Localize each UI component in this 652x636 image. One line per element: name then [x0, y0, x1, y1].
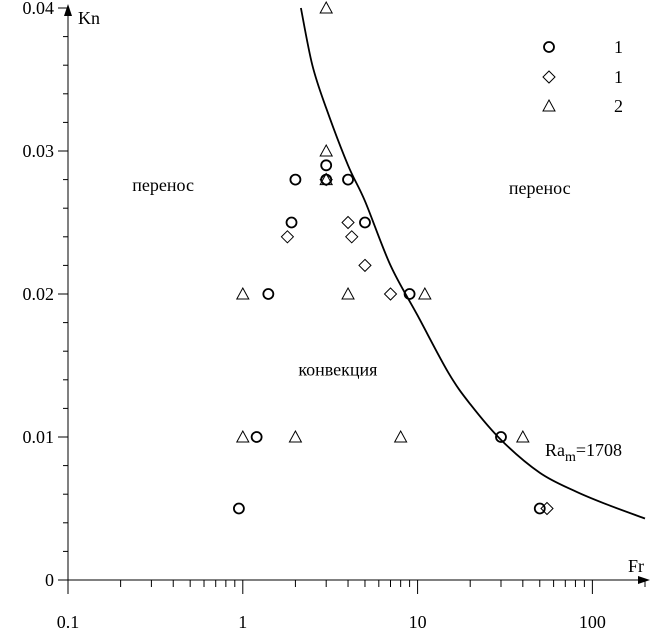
annotations-layer: перенос перенос конвекция [132, 175, 570, 379]
legend: 1 1 2 [542, 37, 623, 116]
series-1-circle-point [262, 288, 275, 300]
x-axis-label: Fr [628, 556, 644, 576]
series-1-circle-point [359, 216, 371, 229]
critical-curve-layer: Ram=1708 [300, 7, 646, 520]
y-tick-label: 0.01 [23, 427, 55, 447]
series-1-circle-point [342, 173, 354, 186]
legend-circle-marker [543, 41, 555, 53]
series-1-circle-point [289, 173, 302, 186]
series-3-triangle-point [235, 429, 250, 443]
series-3-triangle-point [319, 172, 334, 186]
y-tick-label: 0 [45, 570, 54, 590]
series-1-circle-point [320, 159, 333, 172]
series-3-triangle-point [515, 429, 530, 443]
x-axis-arrow [638, 576, 650, 584]
x-tick-label: 1 [238, 612, 247, 632]
series-3-triangle-point [417, 286, 432, 300]
y-tick-label: 0.03 [23, 141, 55, 161]
x-tick-label: 100 [579, 612, 606, 632]
legend-label: 2 [614, 96, 623, 116]
region-label: перенос [132, 175, 194, 195]
series-1-circle-point [250, 431, 263, 443]
series-3-triangle-point [393, 429, 408, 443]
series-1-circle-point [533, 502, 546, 515]
series-2-diamond-point [383, 287, 398, 301]
series-3-triangle-point [319, 0, 334, 14]
series-3-triangle-point [341, 286, 355, 300]
critical-curve [300, 7, 646, 520]
curve-label: Ram=1708 [545, 440, 622, 465]
y-axis-label: Kn [78, 8, 100, 28]
series-1-circle-point [403, 288, 416, 300]
series-1-circle-point [495, 431, 507, 443]
legend-triangle-marker [542, 98, 556, 112]
y-tick-label: 0.04 [23, 0, 55, 18]
series-3-triangle-point [235, 286, 250, 300]
y-axis-arrow [64, 4, 72, 16]
series-1-circle-point [233, 502, 245, 515]
points-layer [233, 0, 554, 516]
series-2-diamond-point [358, 258, 372, 273]
series-2-diamond-point [345, 230, 359, 244]
x-tick-label: 10 [409, 612, 427, 632]
series-3-triangle-point [319, 143, 334, 157]
axes: 0.1 1 10 100 0 0.01 0.02 0.03 0.04 Fr Kn [23, 0, 650, 632]
legend-diamond-marker [542, 70, 556, 84]
legend-label: 1 [614, 37, 623, 57]
region-label: конвекция [298, 360, 377, 380]
series-1-circle-point [285, 216, 298, 229]
x-tick-label: 0.1 [57, 612, 80, 632]
y-tick-label: 0.02 [23, 284, 55, 304]
series-2-diamond-point [341, 215, 355, 230]
series-2-diamond-point [540, 501, 554, 516]
legend-label: 1 [614, 67, 623, 87]
series-2-diamond-point [319, 172, 333, 187]
series-3-triangle-point [288, 429, 303, 443]
series-2-diamond-point [280, 230, 295, 244]
region-label: перенос [509, 178, 571, 198]
